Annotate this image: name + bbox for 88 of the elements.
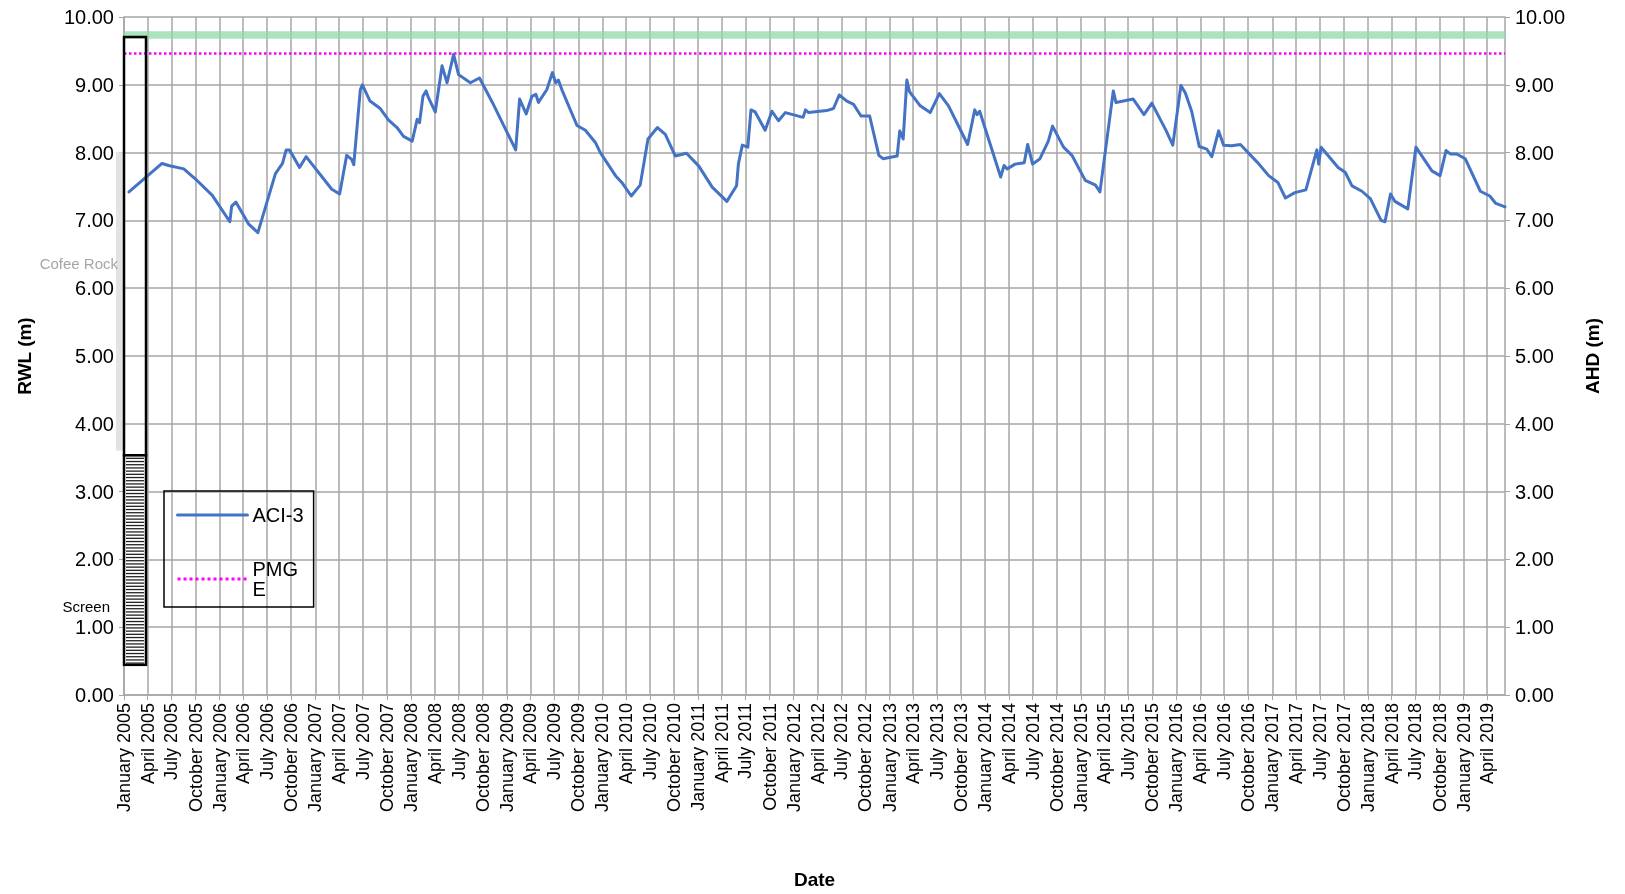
x-tick-label: October 2005: [185, 703, 206, 813]
x-tick-label: January 2014: [975, 703, 996, 813]
legend-label: PMG E: [252, 558, 299, 600]
y-tick-label: 3.00: [75, 480, 114, 503]
y2-tick-label: 6.00: [1515, 277, 1554, 300]
x-tick-label: April 2013: [903, 703, 924, 785]
y2-tick-label: 2.00: [1515, 548, 1554, 571]
x-tick-label: April 2015: [1094, 703, 1115, 785]
x-tick-label: July 2009: [544, 703, 565, 781]
x-tick-label: July 2013: [926, 703, 947, 781]
x-tick-label: July 2008: [448, 703, 469, 781]
x-tick-label: January 2010: [592, 703, 613, 813]
x-tick-label: April 2017: [1285, 703, 1306, 785]
x-tick-label: October 2016: [1238, 703, 1259, 813]
x-axis-title: Date: [793, 869, 836, 890]
y2-tick-label: 10.00: [1515, 6, 1566, 28]
y-tick-label: 6.00: [75, 277, 114, 300]
x-tick-label: January 2011: [688, 703, 709, 811]
y-tick-label: 1.00: [75, 616, 114, 639]
x-tick-label: April 2019: [1477, 703, 1498, 785]
x-tick-label: January 2013: [879, 703, 900, 813]
x-tick-label: April 2012: [807, 703, 828, 785]
y2-tick-label: 0.00: [1515, 684, 1554, 706]
x-tick-label: October 2009: [568, 703, 589, 813]
x-tick-label: October 2008: [472, 703, 493, 813]
x-tick-label: July 2006: [257, 703, 278, 781]
y2-tick-label: 9.00: [1515, 73, 1554, 96]
y-tick-label: 5.00: [75, 345, 114, 367]
x-tick-label: January 2018: [1357, 703, 1378, 813]
y2-tick-label: 4.00: [1515, 412, 1554, 435]
x-tick-label: July 2014: [1022, 703, 1043, 781]
x-tick-label: July 2017: [1309, 703, 1330, 781]
y2-axis-title: AHD (m): [1582, 318, 1603, 394]
y-tick-label: 2.00: [75, 548, 114, 571]
x-tick-label: July 2010: [639, 703, 660, 781]
x-tick-label: January 2012: [783, 703, 804, 813]
x-tick-label: April 2006: [233, 703, 254, 785]
y-tick-label: 10.00: [63, 6, 114, 28]
x-tick-label: January 2005: [114, 703, 134, 813]
x-tick-label: July 2015: [1118, 703, 1139, 781]
x-tick-label: October 2010: [663, 703, 684, 813]
y2-tick-label: 1.00: [1515, 616, 1554, 639]
x-tick-label: January 2007: [305, 703, 326, 813]
text: Cofee Rock: [39, 255, 118, 273]
x-tick-label: July 2018: [1405, 703, 1426, 781]
x-tick-label: January 2006: [209, 703, 230, 813]
x-tick-label: July 2011: [735, 703, 756, 779]
x-tick-label: January 2017: [1262, 703, 1283, 813]
x-tick-label: January 2009: [496, 703, 517, 813]
text: Screen: [62, 597, 110, 615]
x-tick-label: October 2013: [951, 703, 972, 813]
x-tick-label: April 2016: [1190, 703, 1211, 785]
x-tick-label: October 2006: [281, 703, 302, 813]
x-tick-label: July 2007: [352, 703, 373, 781]
x-tick-label: January 2019: [1453, 703, 1474, 813]
x-tick-label: October 2018: [1429, 703, 1450, 813]
y2-tick-label: 8.00: [1515, 141, 1554, 164]
y-tick-label: 7.00: [75, 209, 114, 232]
x-tick-label: July 2005: [161, 703, 182, 781]
x-tick-label: January 2016: [1166, 703, 1187, 813]
x-tick-label: October 2012: [855, 703, 876, 813]
x-tick-label: April 2007: [328, 703, 349, 785]
x-tick-label: April 2011: [711, 703, 732, 783]
x-tick-label: April 2005: [137, 703, 158, 785]
y-axis-title: RWL (m): [14, 317, 35, 395]
x-tick-label: April 2018: [1381, 703, 1402, 785]
x-tick-label: July 2012: [831, 703, 852, 781]
x-tick-label: April 2010: [615, 703, 636, 785]
legend-label: ACI-3: [252, 504, 304, 526]
x-tick-label: October 2007: [376, 703, 397, 813]
x-tick-label: July 2016: [1214, 703, 1235, 781]
y-tick-label: 8.00: [75, 141, 114, 164]
x-tick-label: April 2014: [998, 703, 1019, 785]
x-tick-label: April 2008: [424, 703, 445, 785]
x-tick-label: April 2009: [520, 703, 541, 785]
y-tick-label: 9.00: [75, 73, 114, 96]
line-series: [127, 52, 1507, 235]
y-tick-label: 0.00: [75, 684, 114, 706]
x-tick-label: October 2017: [1333, 703, 1354, 813]
y2-tick-label: 3.00: [1515, 480, 1554, 503]
y-tick-label: 4.00: [75, 412, 114, 435]
x-tick-label: October 2014: [1046, 703, 1067, 813]
x-tick-label: October 2015: [1142, 703, 1163, 813]
y2-tick-label: 5.00: [1515, 345, 1554, 367]
x-tick-label: October 2011: [759, 703, 780, 811]
x-tick-label: January 2015: [1070, 703, 1091, 813]
y2-tick-label: 7.00: [1515, 209, 1554, 232]
x-tick-label: January 2008: [400, 703, 421, 813]
